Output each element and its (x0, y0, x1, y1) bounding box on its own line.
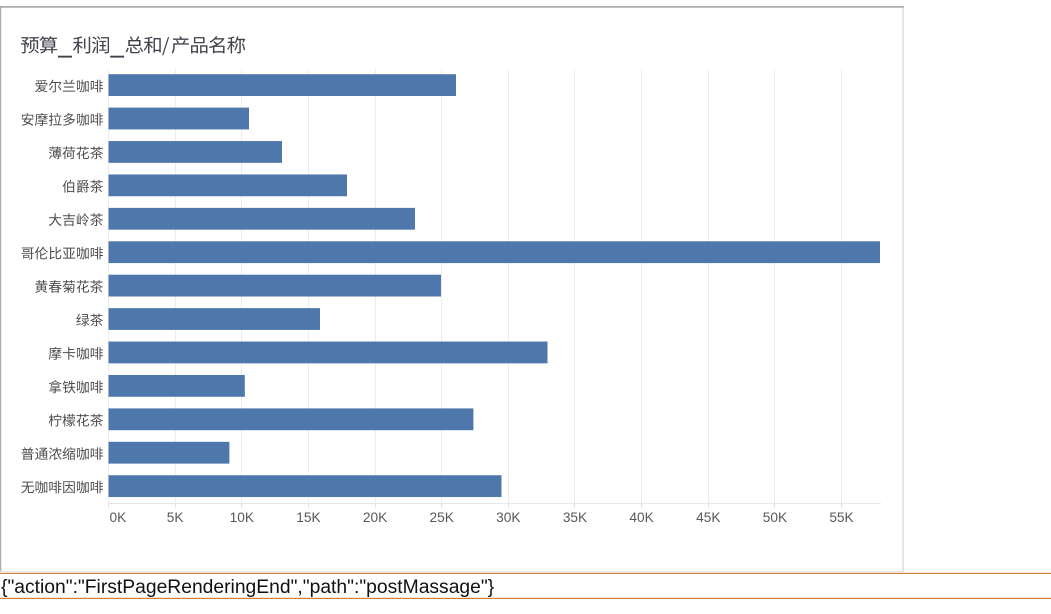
svg-text:50K: 50K (763, 510, 787, 525)
svg-text:10K: 10K (230, 510, 254, 525)
svg-text:0K: 0K (110, 510, 127, 525)
svg-text:35K: 35K (563, 510, 587, 525)
svg-text:15K: 15K (296, 510, 320, 525)
svg-text:45K: 45K (696, 510, 720, 525)
svg-text:55K: 55K (829, 510, 853, 525)
svg-text:5K: 5K (167, 510, 184, 525)
svg-text:{"action":"FirstPageRenderingE: {"action":"FirstPageRenderingEnd","path"… (1, 577, 495, 598)
svg-text:25K: 25K (430, 510, 454, 525)
svg-text:20K: 20K (363, 510, 387, 525)
svg-text:40K: 40K (629, 510, 653, 525)
svg-text:30K: 30K (496, 510, 520, 525)
